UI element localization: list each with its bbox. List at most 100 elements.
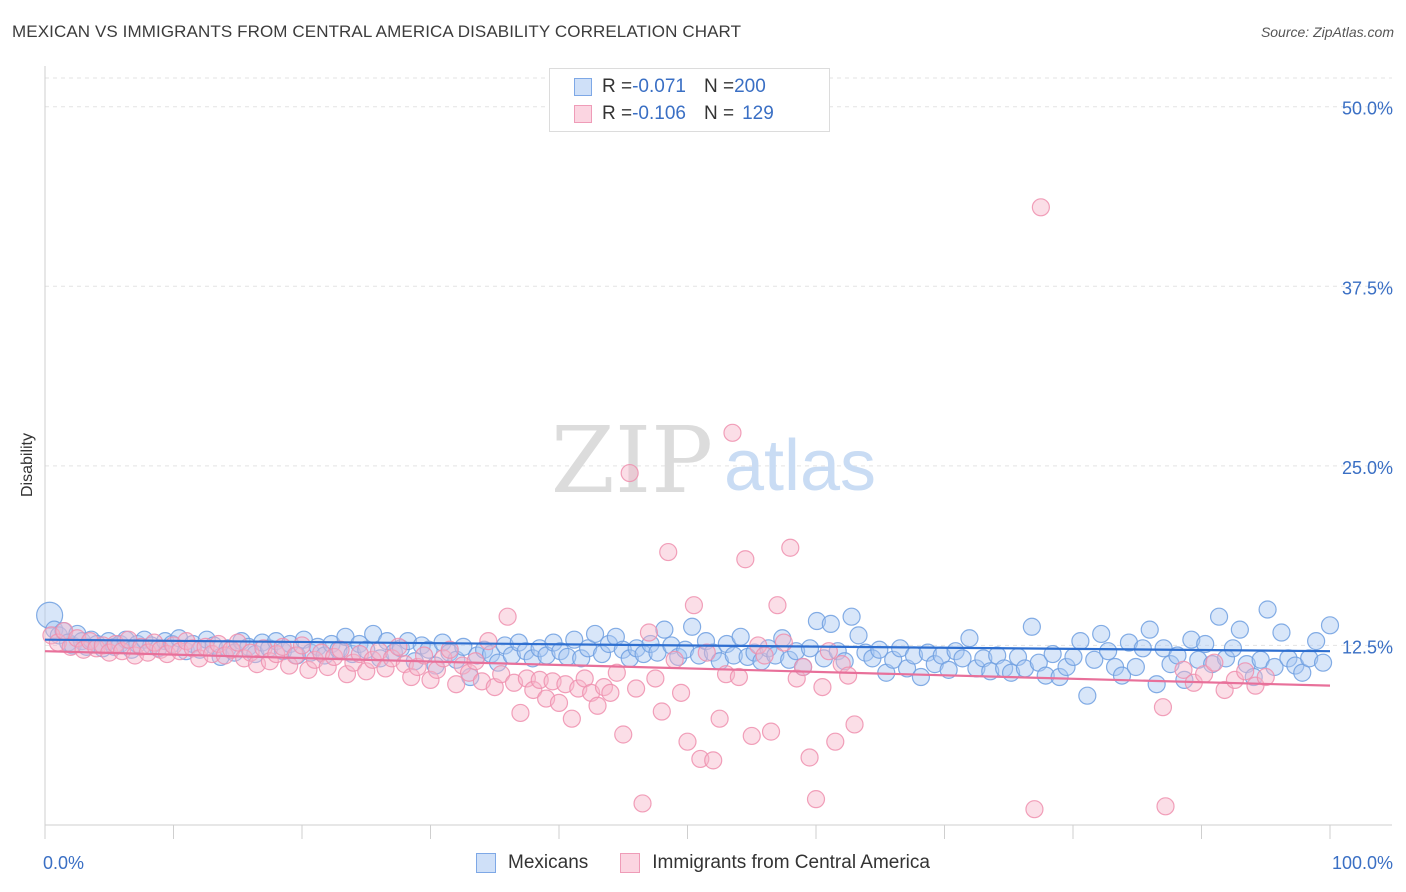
- point-immigrants: [768, 596, 787, 615]
- point-mexicans: [911, 667, 931, 687]
- point-immigrants: [839, 666, 858, 685]
- point-mexicans: [842, 607, 861, 626]
- point-mexicans: [1064, 647, 1083, 667]
- point-immigrants: [440, 640, 459, 659]
- point-mexicans: [1099, 642, 1118, 661]
- point-immigrants: [588, 696, 607, 715]
- point-immigrants: [684, 596, 704, 615]
- point-immigrants: [498, 607, 517, 626]
- point-immigrants: [447, 675, 466, 694]
- watermark-atlas: atlas: [724, 426, 876, 506]
- point-mexicans: [1147, 675, 1166, 694]
- point-mexicans: [523, 649, 542, 668]
- point-immigrants: [787, 669, 806, 688]
- point-immigrants: [723, 423, 742, 442]
- point-immigrants: [492, 665, 511, 684]
- point-immigrants: [1236, 662, 1255, 681]
- y-tick-label: 25.0%: [1342, 458, 1393, 478]
- point-mexicans: [572, 649, 591, 668]
- point-immigrants: [1025, 800, 1044, 819]
- point-immigrants: [652, 702, 671, 721]
- point-mexicans: [1050, 667, 1069, 687]
- legend-n-value: 200: [734, 76, 766, 97]
- point-immigrants: [145, 633, 164, 652]
- series-legend-mexicans: Mexicans: [476, 852, 588, 874]
- point-immigrants: [626, 679, 646, 698]
- y-axis-label: Disability: [19, 433, 36, 498]
- point-immigrants: [479, 632, 498, 651]
- point-immigrants: [845, 715, 864, 734]
- point-immigrants: [633, 794, 652, 813]
- point-immigrants: [408, 657, 427, 677]
- point-immigrants: [659, 542, 678, 562]
- point-immigrants: [459, 663, 479, 682]
- trend-line-immigrants: [44, 650, 1331, 687]
- point-immigrants: [761, 722, 781, 741]
- point-mexicans: [1313, 653, 1333, 672]
- x-tick-label: 0.0%: [43, 853, 84, 873]
- legend-r-value: -0.071: [632, 76, 686, 97]
- point-immigrants: [414, 646, 434, 665]
- point-immigrants: [357, 662, 376, 681]
- point-mexicans: [821, 614, 840, 633]
- point-immigrants: [671, 683, 691, 702]
- point-immigrants: [601, 683, 620, 702]
- legend-swatch-immigrants: [574, 105, 592, 123]
- point-mexicans: [1272, 623, 1291, 642]
- point-immigrants: [292, 636, 312, 655]
- point-immigrants: [800, 748, 819, 767]
- point-immigrants: [806, 790, 826, 809]
- point-immigrants: [607, 663, 626, 682]
- point-immigrants: [1256, 667, 1275, 687]
- series-swatch-immigrants: [620, 853, 641, 873]
- point-mexicans: [1196, 634, 1215, 654]
- point-mexicans: [1140, 620, 1159, 639]
- legend-n-label: N =: [703, 76, 735, 97]
- point-mexicans: [870, 640, 889, 659]
- point-mexicans: [939, 660, 958, 679]
- point-immigrants: [389, 637, 408, 656]
- point-mexicans: [1085, 650, 1104, 669]
- y-tick-label: 50.0%: [1342, 99, 1393, 119]
- point-mexicans: [884, 650, 903, 669]
- point-immigrants: [794, 657, 813, 677]
- point-immigrants: [1205, 653, 1224, 672]
- point-mexicans: [1209, 607, 1229, 626]
- legend-n-value: 129: [742, 103, 774, 124]
- point-immigrants: [826, 732, 845, 751]
- point-immigrants: [337, 665, 357, 684]
- point-immigrants: [331, 640, 350, 659]
- point-immigrants: [774, 633, 793, 652]
- point-immigrants: [325, 647, 344, 667]
- point-immigrants: [524, 680, 543, 700]
- point-mexicans: [655, 620, 674, 639]
- point-immigrants: [466, 652, 485, 671]
- point-mexicans: [495, 636, 515, 655]
- point-immigrants: [562, 709, 581, 728]
- point-mexicans: [1071, 632, 1090, 651]
- point-immigrants: [742, 726, 761, 746]
- series-legend-immigrants: Immigrants from Central America: [620, 852, 930, 874]
- point-mexicans: [960, 629, 979, 648]
- point-mexicans: [1022, 617, 1041, 636]
- point-immigrants: [402, 667, 421, 687]
- point-mexicans: [849, 626, 868, 645]
- point-mexicans: [1133, 639, 1152, 658]
- point-mexicans: [1300, 649, 1319, 668]
- point-immigrants: [781, 538, 800, 557]
- point-immigrants: [704, 751, 723, 770]
- point-immigrants: [614, 725, 633, 744]
- point-mexicans: [1258, 600, 1277, 619]
- point-mexicans: [800, 639, 820, 658]
- series-swatch-mexicans: [476, 853, 497, 873]
- point-immigrants: [620, 463, 639, 483]
- point-immigrants: [639, 623, 659, 642]
- point-mexicans: [1078, 686, 1097, 705]
- chart-source: Source: ZipAtlas.com: [1260, 24, 1394, 40]
- legend-r-label: R =: [602, 76, 633, 97]
- point-mexicans: [835, 652, 854, 671]
- point-mexicans: [1036, 666, 1055, 685]
- point-mexicans: [1230, 620, 1249, 639]
- series-label-immigrants: Immigrants from Central America: [652, 852, 930, 873]
